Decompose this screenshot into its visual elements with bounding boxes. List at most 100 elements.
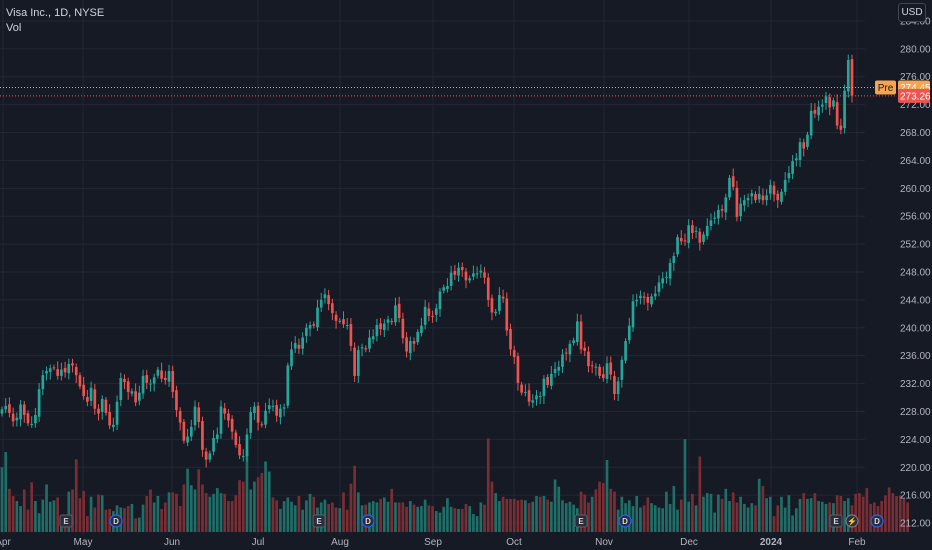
price-tag	[898, 88, 930, 103]
volume-bar	[178, 506, 182, 532]
candle-body	[613, 376, 616, 395]
candle-body	[163, 377, 167, 381]
volume-bar	[282, 501, 286, 532]
volume-bar	[331, 502, 334, 532]
volume-bar	[564, 503, 568, 532]
candle-body	[520, 384, 523, 393]
volume-bar	[776, 505, 780, 532]
candle-body	[34, 414, 37, 424]
candle-body	[331, 303, 334, 314]
candle-body	[189, 426, 193, 437]
volume-bar	[820, 501, 824, 532]
candle-body	[182, 421, 186, 441]
volume-bar	[22, 489, 26, 532]
candle-body	[639, 295, 642, 299]
candle-body	[624, 341, 627, 361]
volume-bar	[15, 501, 19, 532]
candle-body	[620, 359, 624, 380]
candle-body	[223, 408, 227, 414]
volume-bar	[305, 500, 308, 532]
volume-bar	[145, 496, 149, 532]
volume-bar	[186, 468, 189, 532]
candle-body	[631, 301, 635, 328]
candle-body	[550, 373, 553, 386]
candle-body	[8, 404, 11, 413]
volume-bars	[0, 438, 910, 532]
candle-body	[212, 437, 215, 452]
candle-body	[93, 389, 97, 409]
candle-body	[705, 225, 709, 237]
candle-body	[538, 396, 542, 398]
volume-bar	[661, 508, 665, 532]
candle-body	[204, 451, 208, 460]
volume-bar	[769, 496, 772, 532]
volume-bar	[104, 509, 108, 532]
volume-bar	[709, 493, 713, 532]
candle-body	[683, 240, 687, 242]
volume-bar	[446, 498, 449, 532]
price-tag-value: 273.26	[900, 91, 931, 102]
candle-body	[334, 314, 338, 321]
symbol-title[interactable]: Visa Inc., 1D, NYSE	[6, 7, 105, 19]
volume-bar	[123, 508, 126, 532]
volume-bar	[97, 494, 100, 532]
candle-body	[264, 410, 267, 425]
candle-body	[498, 295, 501, 311]
candle-body	[672, 255, 676, 263]
volume-bar	[390, 488, 394, 532]
event-markers[interactable]: E D E D E D E ⚡ D	[59, 514, 884, 528]
candle-body	[234, 432, 238, 445]
volume-bar	[835, 495, 839, 532]
time-axis[interactable]: Apr May Jun Jul Aug Sep Oct Nov Dec 2024 Feb	[0, 537, 866, 548]
candle-body	[249, 412, 253, 433]
volume-bar	[156, 496, 160, 532]
candle-body	[22, 404, 26, 415]
candle-body	[583, 347, 587, 351]
volume-bar	[891, 493, 895, 532]
volume-bar	[67, 491, 71, 532]
candle-body	[486, 277, 490, 300]
candle-body	[52, 367, 56, 369]
volume-bar	[431, 506, 434, 532]
candle-body	[253, 406, 256, 414]
candle-body	[193, 406, 197, 426]
candle-body	[843, 90, 846, 129]
volume-bar	[631, 506, 635, 532]
candle-body	[850, 59, 854, 96]
event-marker-label: D	[113, 517, 119, 526]
volume-bar	[512, 498, 516, 532]
candle-body	[275, 405, 279, 416]
volume-bar	[264, 461, 267, 532]
candle-body	[371, 336, 375, 340]
candle-body	[267, 405, 271, 410]
candle-body	[290, 349, 293, 367]
volume-bar	[535, 496, 538, 532]
volume-bar	[297, 496, 301, 532]
volume-bar	[568, 501, 572, 532]
x-tick-label: Oct	[506, 537, 522, 548]
candle-body	[30, 424, 34, 426]
candle-body	[668, 262, 672, 279]
candle-body	[420, 325, 423, 333]
y-tick-label: 272.00	[900, 100, 931, 111]
volume-label[interactable]: Vol	[6, 22, 22, 34]
volume-bar	[449, 506, 453, 532]
volume-bar	[197, 469, 201, 532]
candle-body	[78, 375, 82, 387]
volume-bar	[230, 501, 234, 532]
volume-bar	[494, 493, 498, 532]
price-axis[interactable]: 212.00 216.00 220.00 224.00 228.00 232.00 236.…	[900, 16, 931, 529]
candle-body	[691, 225, 694, 233]
currency-button[interactable]: USD	[898, 3, 926, 22]
candle-body	[230, 418, 234, 432]
volume-bar	[382, 497, 386, 532]
volume-bar	[620, 496, 624, 532]
x-tick-label: Apr	[0, 537, 11, 548]
candle-body	[475, 273, 479, 275]
candle-body	[809, 110, 813, 136]
volume-bar	[524, 500, 527, 532]
candle-body	[757, 193, 761, 200]
volume-bar	[130, 503, 134, 532]
pre-badge	[875, 80, 896, 95]
